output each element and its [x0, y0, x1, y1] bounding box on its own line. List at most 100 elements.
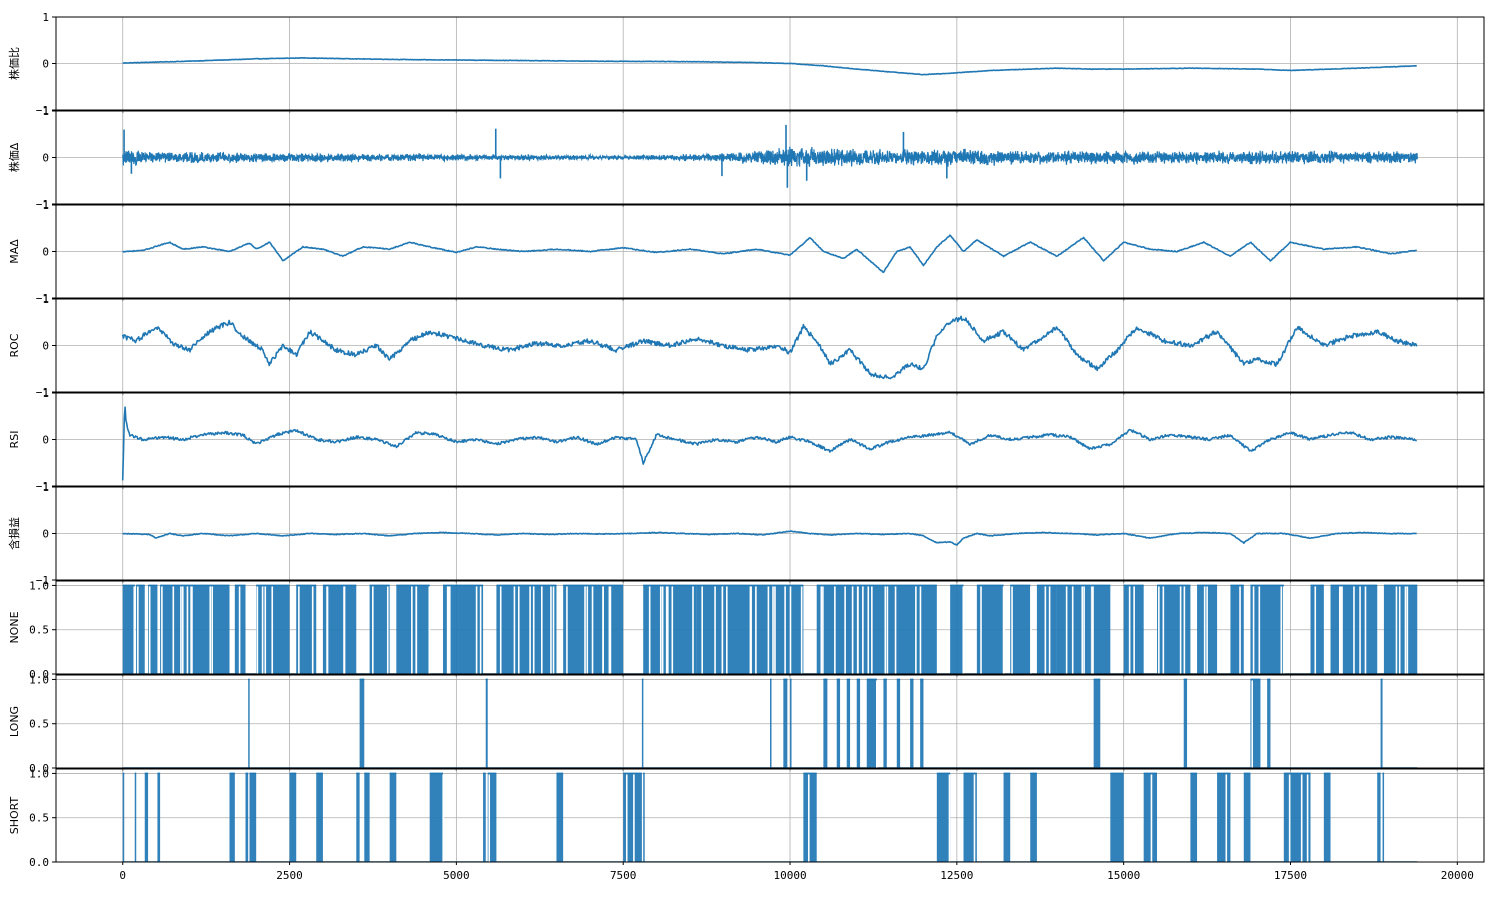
panel-8-active-interval-17: [1183, 679, 1188, 768]
panel-9-active-interval-25: [1143, 773, 1158, 862]
panel-7-gap-8-0: [386, 586, 389, 674]
panel-7-gap-32-1: [1395, 586, 1398, 674]
panel-9-active-interval-20: [963, 773, 977, 862]
panel-9-active-interval-16: [623, 773, 642, 862]
panel-7-gap-26-0: [1158, 586, 1160, 674]
panel-9-active-interval-9: [356, 773, 360, 862]
panel-9-active-interval-3: [157, 773, 161, 862]
panel-4-ytick-label-1: 0: [42, 340, 49, 353]
panel-2-ytick-label-1: 0: [42, 152, 49, 165]
panel-8-active-interval-13: [896, 679, 901, 768]
panel-7-gap-15-6: [774, 586, 776, 674]
panel-7-gap-18-5: [886, 586, 889, 674]
panel-7-gap-21-0: [1030, 586, 1032, 674]
panel-7-gap-24-0: [1091, 586, 1093, 674]
panel-9-gap-14-0: [488, 774, 491, 862]
panel-7-gap-29-2: [1252, 586, 1255, 674]
panel-7-frame: [55, 580, 1485, 675]
panel-6-ytick-label-1: 0: [42, 528, 49, 541]
panel-9-active-interval-24: [1116, 773, 1124, 862]
panel-7-gap-23-3: [1071, 586, 1074, 674]
panel-4: −1 0 1 ROC: [8, 293, 1485, 399]
panel-4-series-line: [121, 315, 1418, 380]
panel-7-gap-3-7: [181, 586, 184, 674]
panel-7-gap-1-0: [137, 586, 139, 674]
panel-7-ytick-label-2: 1.0: [29, 579, 49, 592]
panel-7-active-interval-23: [1056, 585, 1091, 674]
panel-8-gap-18-0: [1251, 680, 1254, 768]
panel-4-data: [121, 315, 1418, 380]
panel-7-gap-32-3: [1398, 586, 1401, 674]
panel-7-active-interval-24: [1090, 585, 1111, 674]
panel-9-active-interval-19: [936, 773, 951, 862]
panel-4-ytick-label-2: 1: [42, 293, 49, 306]
panel-7-gap-15-3: [784, 586, 786, 674]
panel-7-gap-32-2: [1406, 586, 1409, 674]
panel-7-gap-29-1: [1282, 586, 1285, 674]
panel-7-gap-3-0: [191, 586, 193, 674]
panel-9-active-interval-30: [1323, 773, 1331, 862]
panel-7-active-interval-18: [856, 585, 937, 674]
panel-8-ytick-label-0: 0.0: [29, 762, 49, 775]
panel-9-active-interval-26: [1190, 773, 1198, 862]
panel-7-gap-3-8: [172, 586, 175, 674]
panel-7-active-interval-1: [136, 585, 145, 674]
panel-1-data: [122, 57, 1417, 76]
panel-7-gap-11-7: [550, 586, 552, 674]
panel-5: −1 0 1 RSI: [8, 387, 1485, 493]
panel-7-gap-10-3: [448, 586, 451, 674]
panel-7-gap-11-5: [499, 586, 502, 674]
panel-7-gap-18-3: [884, 586, 887, 674]
panel-7-gap-27-0: [1203, 586, 1206, 674]
panel-1-ytick-label-0: −1: [36, 104, 49, 117]
panel-7: 0.0 0.5 1.0 NONE: [8, 579, 1485, 681]
panel-7-gap-23-1: [1083, 586, 1085, 674]
panel-7-gap-15-2: [750, 586, 752, 674]
panel-7-gap-26-1: [1162, 586, 1165, 674]
panel-7-active-interval-9: [396, 585, 430, 674]
panel-9-active-interval-17: [643, 773, 645, 862]
panel-7-ytick-label-0: 0.0: [29, 668, 49, 681]
panel-7-gap-17-0: [820, 586, 823, 674]
panel-7-gap-29-3: [1258, 586, 1261, 674]
panel-7-active-interval-8: [369, 585, 390, 674]
panel-8-active-interval-5: [783, 679, 788, 768]
panel-7-gap-11-0: [552, 586, 555, 674]
panel-9-gap-29-1: [1288, 774, 1291, 862]
panel-7-gap-8-1: [372, 586, 374, 674]
panel-7-gap-15-0: [755, 586, 757, 674]
panel-2-series-line: [122, 146, 1418, 167]
panel-8-active-interval-16: [1093, 679, 1101, 768]
panel-7-gap-18-2: [915, 586, 917, 674]
panel-9-active-interval-8: [316, 773, 323, 862]
panel-7-gap-11-1: [532, 586, 535, 674]
panel-7-gap-18-1: [857, 586, 859, 674]
panel-7-gap-19-0: [962, 586, 965, 674]
panel-7-gap-13-3: [648, 586, 651, 674]
panel-7-gap-3-2: [211, 586, 214, 674]
panel-3-ylabel: MAΔ: [8, 239, 21, 264]
panel-5-ytick-label-2: 1: [42, 387, 49, 400]
panel-7-active-interval-14: [696, 585, 724, 674]
panel-7-gap-23-2: [1065, 586, 1068, 674]
panel-8-active-interval-11: [866, 679, 877, 768]
panel-9-gap-20-0: [973, 774, 976, 862]
panel-7-gap-31-4: [1359, 586, 1361, 674]
panel-8-active-interval-15: [920, 679, 924, 768]
panel-8-active-interval-10: [856, 679, 861, 768]
panel-7-active-interval-30: [1310, 585, 1324, 674]
panel-8-active-interval-4: [770, 679, 772, 768]
panel-7-gap-17-4: [822, 586, 824, 674]
x-tick-label-5: 12500: [940, 869, 973, 882]
panel-1-ylabel: 株価比: [7, 47, 21, 80]
panel-9-active-interval-23: [1110, 773, 1117, 862]
panel-7-gap-30-0: [1314, 586, 1317, 674]
panel-8-frame: [55, 674, 1485, 769]
panel-7-gap-7-1: [343, 586, 345, 674]
panel-6-ytick-label-2: 1: [42, 481, 49, 494]
panel-7-gap-17-2: [851, 586, 854, 674]
panel-7-gap-5-0: [261, 586, 264, 674]
panel-9-ytick-label-2: 1.0: [29, 767, 49, 780]
panel-9-active-interval-7: [289, 773, 297, 862]
